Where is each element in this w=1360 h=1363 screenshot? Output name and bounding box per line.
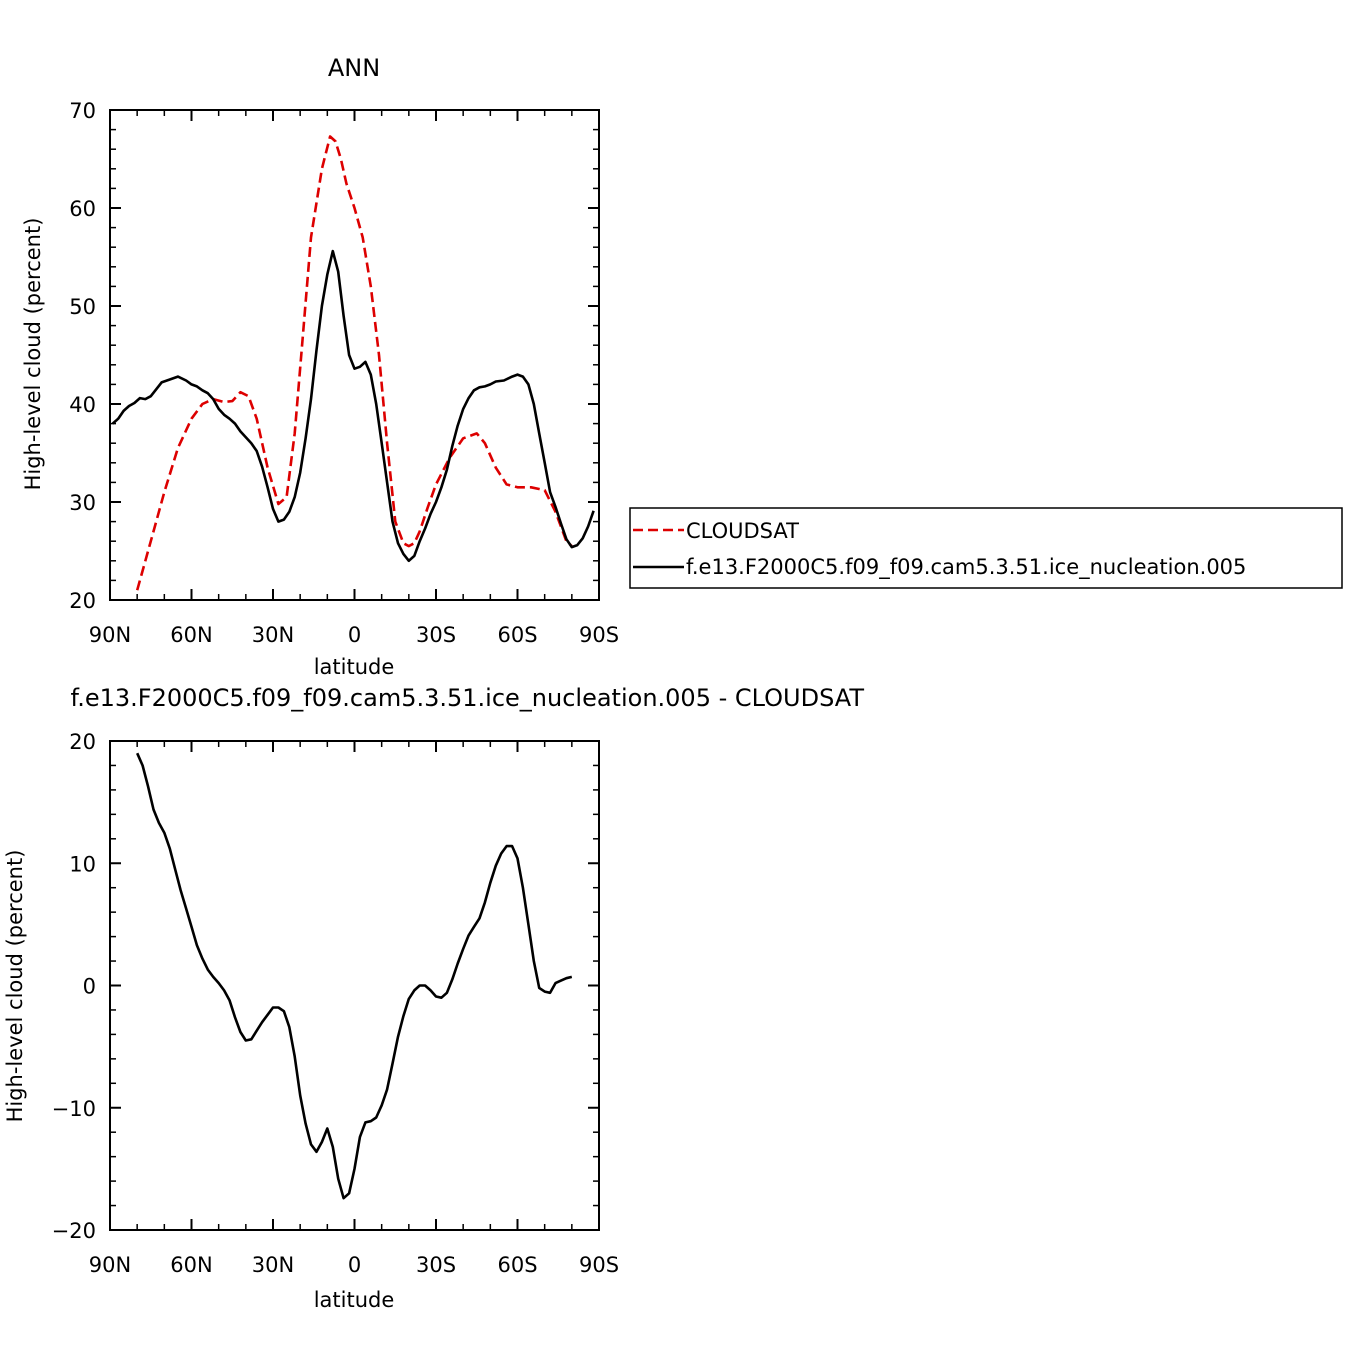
legend: CLOUDSAT f.e13.F2000C5.f09_f09.cam5.3.51… [629, 507, 1343, 589]
y-tick-label: 50 [69, 295, 96, 319]
legend-box [629, 507, 1343, 589]
y-tick-label: 60 [69, 197, 96, 221]
series-line-0 [136, 752, 573, 1200]
y-tick-label: 20 [69, 730, 96, 754]
y-tick-label: 20 [69, 589, 96, 613]
y-tick-label: 70 [69, 99, 96, 123]
top-panel: ANN latitude High-level cloud (percent) … [21, 54, 619, 679]
y-tick-label: −20 [52, 1219, 96, 1243]
bottom-panel-ticks: 90N 60N 30N 0 30S 60S 90S −20 −10 0 10 20 [52, 730, 619, 1277]
y-tick-label: 0 [83, 975, 96, 999]
y-tick-label: 30 [69, 491, 96, 515]
top-panel-xlabel: latitude [314, 655, 395, 679]
bottom-panel-series [136, 752, 573, 1200]
x-tick-label: 0 [348, 623, 361, 647]
bottom-panel-xlabel: latitude [314, 1288, 395, 1312]
bottom-panel: f.e13.F2000C5.f09_f09.cam5.3.51.ice_nucl… [3, 684, 864, 1312]
x-tick-label: 30N [252, 1253, 294, 1277]
y-tick-label: 40 [69, 393, 96, 417]
x-tick-label: 30S [416, 1253, 456, 1277]
series-line-1 [111, 249, 595, 563]
bottom-panel-title: f.e13.F2000C5.f09_f09.cam5.3.51.ice_nucl… [71, 684, 865, 712]
legend-label-cloudsat: CLOUDSAT [686, 519, 799, 543]
y-tick-label: 10 [69, 852, 96, 876]
x-tick-label: 90S [579, 623, 619, 647]
x-tick-label: 90N [89, 1253, 131, 1277]
y-tick-label: −10 [52, 1097, 96, 1121]
x-tick-label: 90N [89, 623, 131, 647]
x-tick-label: 30N [252, 623, 294, 647]
top-panel-series [111, 135, 595, 591]
legend-label-model: f.e13.F2000C5.f09_f09.cam5.3.51.ice_nucl… [686, 555, 1246, 580]
top-panel-ticks: 90N 60N 30N 0 30S 60S 90S 20 30 40 50 60 70 [69, 99, 619, 647]
bottom-panel-ylabel: High-level cloud (percent) [3, 850, 27, 1123]
x-tick-label: 90S [579, 1253, 619, 1277]
x-tick-label: 30S [416, 623, 456, 647]
top-panel-title: ANN [328, 54, 380, 82]
x-tick-label: 60S [497, 623, 537, 647]
x-tick-label: 60N [170, 623, 212, 647]
bottom-panel-frame [109, 740, 600, 1231]
x-tick-label: 60S [497, 1253, 537, 1277]
x-tick-label: 0 [348, 1253, 361, 1277]
series-line-0 [135, 135, 573, 591]
top-panel-ylabel: High-level cloud (percent) [21, 218, 45, 491]
top-panel-frame [109, 109, 600, 601]
x-tick-label: 60N [170, 1253, 212, 1277]
